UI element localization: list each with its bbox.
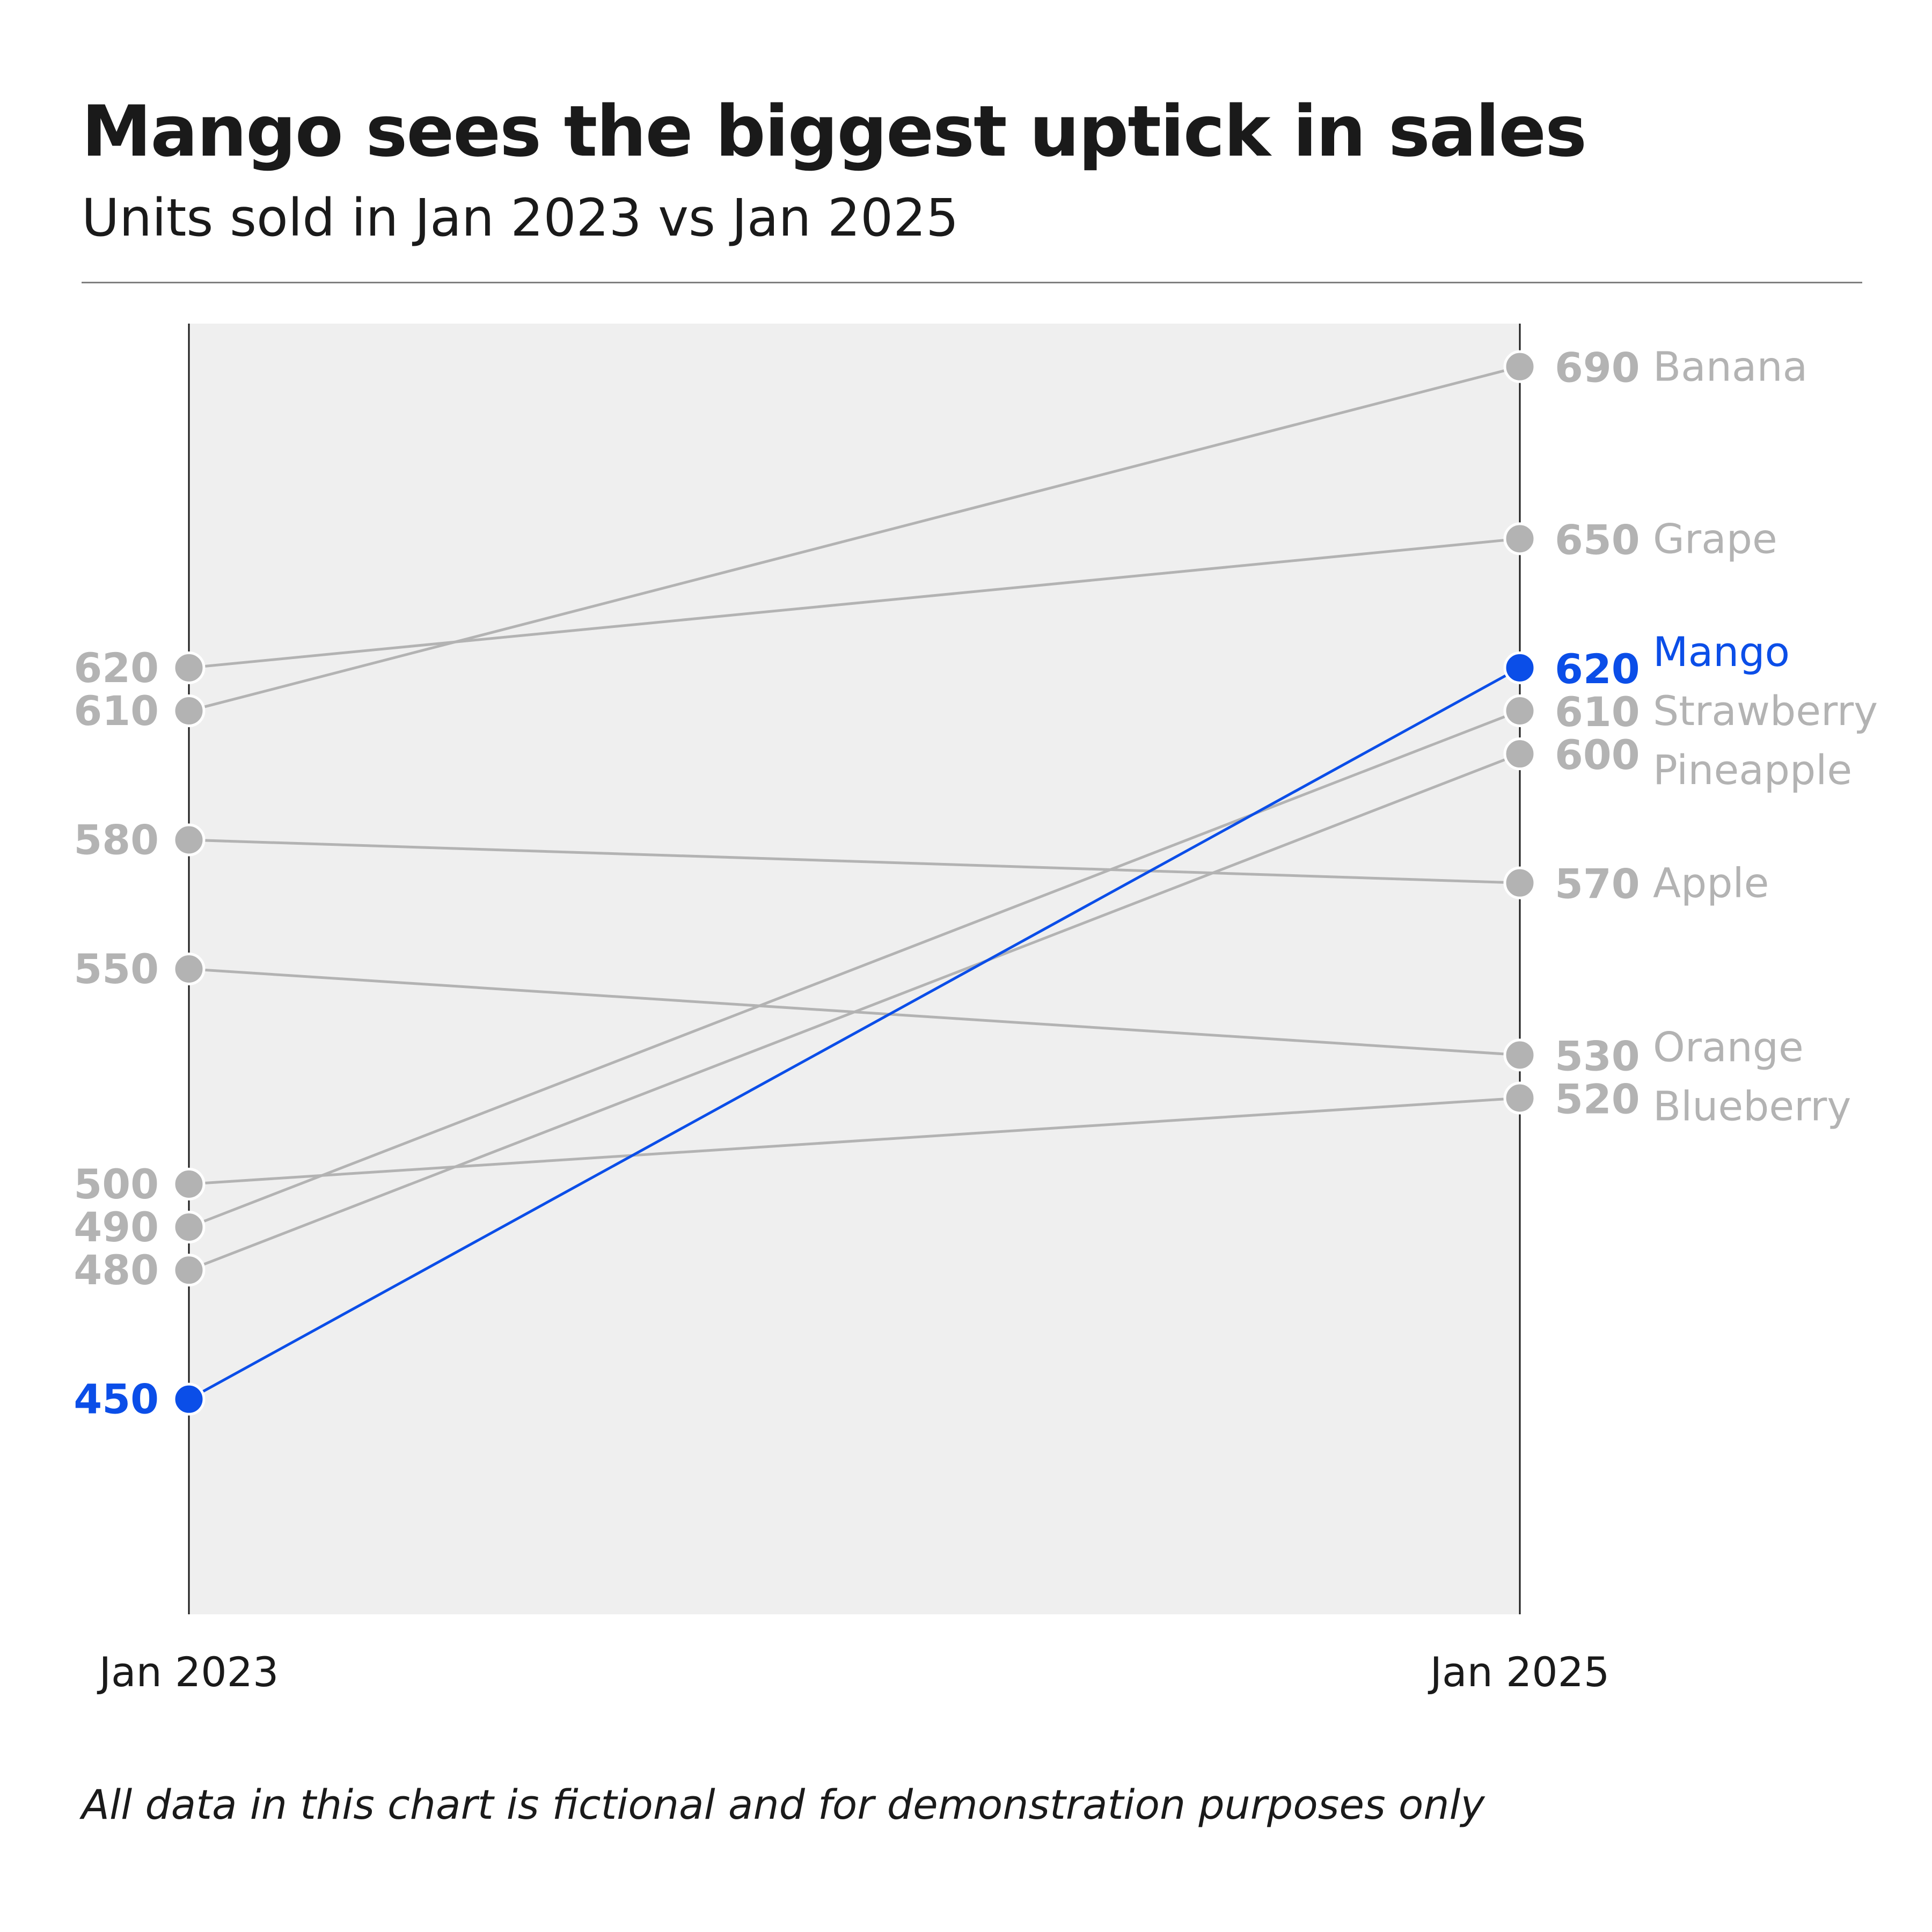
- series-line-blueberry: [188, 1096, 1520, 1185]
- series-name-label-grape: Grape: [1653, 515, 1777, 562]
- series-line-mango: [188, 667, 1521, 1401]
- point-banana-start: [172, 694, 206, 727]
- point-pineapple-start: [172, 1254, 206, 1287]
- start-value-label-grape: 620: [74, 644, 159, 692]
- series-line-apple: [188, 838, 1520, 884]
- start-value-label-strawberry: 490: [74, 1203, 159, 1251]
- point-blueberry-end: [1503, 1081, 1536, 1115]
- point-orange-start: [172, 953, 206, 985]
- point-grape-start: [172, 651, 206, 684]
- series-line-grape: [188, 537, 1520, 669]
- point-strawberry-end: [1503, 694, 1536, 727]
- point-orange-end: [1503, 1038, 1536, 1072]
- end-value-label-strawberry: 610: [1555, 688, 1640, 736]
- series-name-label-strawberry: Strawberry: [1653, 687, 1878, 735]
- end-value-label-orange: 530: [1555, 1032, 1640, 1080]
- point-mango-end: [1503, 651, 1536, 684]
- series-name-label-pineapple: Pineapple: [1653, 746, 1852, 794]
- point-apple-start: [172, 823, 206, 857]
- start-value-label-banana: 610: [74, 687, 159, 735]
- start-value-label-mango: 450: [74, 1375, 159, 1423]
- title-divider: [82, 282, 1862, 283]
- chart-subtitle: Units sold in Jan 2023 vs Jan 2025: [82, 188, 959, 248]
- point-banana-end: [1503, 350, 1536, 383]
- chart-title: Mango sees the biggest uptick in sales: [82, 90, 1587, 172]
- point-mango-start: [172, 1382, 206, 1416]
- series-line-strawberry: [188, 709, 1520, 1228]
- series-layer: 6106204504904805805505006906506206106005…: [74, 343, 1878, 1423]
- end-value-label-blueberry: 520: [1555, 1075, 1640, 1123]
- point-grape-end: [1503, 522, 1536, 555]
- end-value-label-mango: 620: [1555, 645, 1640, 693]
- end-value-label-apple: 570: [1555, 860, 1640, 908]
- point-apple-end: [1503, 866, 1536, 899]
- series-line-orange: [188, 968, 1520, 1057]
- series-name-label-orange: Orange: [1653, 1023, 1804, 1071]
- start-value-label-blueberry: 500: [74, 1160, 159, 1208]
- x-tick-label-right: Jan 2025: [1428, 1648, 1610, 1696]
- footnote: All data in this chart is fictional and …: [82, 1781, 1485, 1828]
- series-name-label-blueberry: Blueberry: [1653, 1082, 1851, 1130]
- series-name-label-apple: Apple: [1653, 859, 1769, 907]
- series-name-label-banana: Banana: [1653, 343, 1807, 391]
- start-value-label-pineapple: 480: [74, 1246, 159, 1294]
- start-value-label-orange: 550: [74, 945, 159, 993]
- end-value-label-banana: 690: [1555, 344, 1640, 392]
- point-blueberry-start: [172, 1167, 206, 1201]
- end-value-label-pineapple: 600: [1555, 731, 1640, 779]
- point-pineapple-end: [1503, 737, 1536, 771]
- point-strawberry-start: [172, 1211, 206, 1243]
- end-value-label-grape: 650: [1555, 516, 1640, 564]
- series-line-banana: [188, 365, 1520, 712]
- start-value-label-apple: 580: [74, 816, 159, 864]
- x-tick-label-left: Jan 2023: [97, 1648, 279, 1696]
- series-name-label-mango: Mango: [1653, 628, 1790, 676]
